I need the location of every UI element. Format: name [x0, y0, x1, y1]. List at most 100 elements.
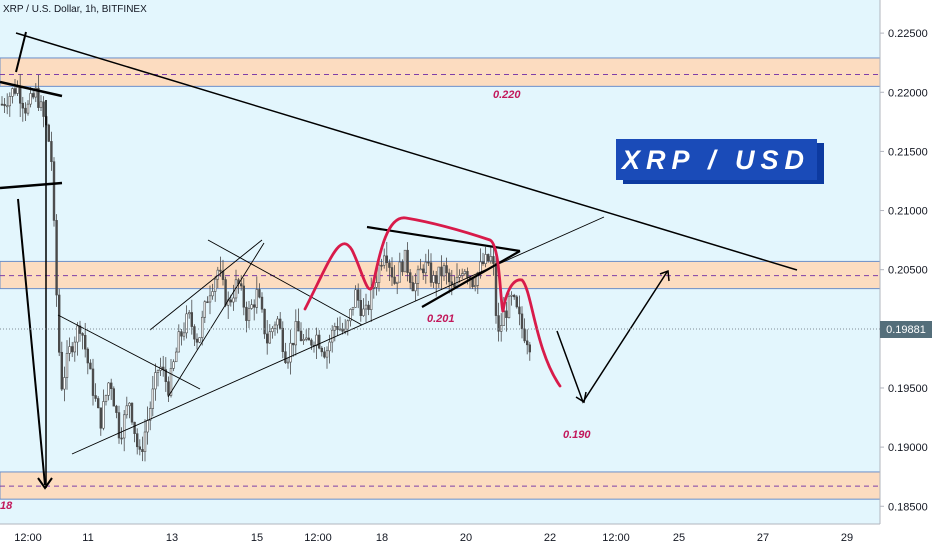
- mid-left-bar: [0, 181, 63, 190]
- candle: [68, 337, 71, 362]
- candle: [510, 291, 513, 306]
- candle: [437, 266, 440, 288]
- candle: [505, 301, 508, 332]
- candle: [421, 264, 425, 280]
- candle: [107, 382, 110, 401]
- candle: [463, 269, 466, 276]
- candles-layer: [0, 73, 532, 462]
- zone-band-2: [0, 471, 881, 500]
- candle: [112, 386, 116, 407]
- candle: [97, 396, 100, 409]
- candle: [55, 214, 58, 307]
- x-tick-label-9: 25: [673, 532, 685, 544]
- candle: [260, 292, 264, 313]
- y-tick-label-3: 0.21000: [888, 206, 928, 218]
- candle: [398, 252, 401, 283]
- candle: [214, 275, 217, 302]
- candle: [24, 102, 27, 121]
- pattern-curve: [303, 216, 562, 388]
- zone-label-190: 0.190: [563, 429, 591, 441]
- candle: [489, 247, 492, 264]
- candle: [377, 260, 381, 292]
- candle: [224, 276, 227, 308]
- candle: [302, 334, 305, 345]
- x-axis-ticks: 12:00 11 13 15 12:00 18 20 22 12:00 25 27 29: [14, 532, 853, 544]
- candle: [390, 257, 394, 287]
- candle: [120, 427, 123, 445]
- candle: [73, 336, 77, 362]
- candle: [414, 273, 417, 301]
- candle: [294, 309, 297, 356]
- candle: [325, 346, 329, 369]
- candle: [268, 324, 271, 344]
- projection-arrow-head: [659, 269, 670, 282]
- ascending-support-line: [71, 216, 605, 455]
- upper-left-arrow-stem: [15, 31, 27, 73]
- candle: [278, 312, 282, 330]
- candle: [336, 317, 339, 336]
- candle: [315, 327, 318, 360]
- candle: [175, 347, 178, 363]
- y-axis-panel: [880, 0, 932, 550]
- candle: [515, 294, 519, 309]
- candle: [333, 322, 336, 342]
- candle: [29, 87, 32, 108]
- candle: [232, 284, 235, 311]
- candle: [57, 288, 61, 357]
- candle: [447, 268, 451, 294]
- badge-text: XRP / USD: [620, 145, 810, 175]
- candle: [440, 255, 443, 290]
- candle: [310, 338, 313, 350]
- x-tick-label-2: 13: [166, 532, 178, 544]
- candle: [169, 358, 173, 398]
- triangle-bottom-line: [421, 250, 521, 308]
- candle: [299, 322, 303, 342]
- candle: [403, 249, 407, 273]
- candle: [50, 131, 53, 171]
- candle: [99, 407, 103, 436]
- candle: [424, 253, 427, 284]
- candle: [458, 269, 461, 283]
- x-tick-label-4: 12:00: [304, 532, 332, 544]
- x-tick-label-10: 27: [757, 532, 769, 544]
- candle: [401, 259, 404, 276]
- zone-band-1: [0, 260, 881, 290]
- flag-line-1: [57, 314, 201, 390]
- candle: [154, 363, 157, 401]
- candle: [320, 346, 323, 357]
- zone-band-0: [0, 57, 881, 87]
- y-tick-label-0: 0.22500: [888, 28, 928, 40]
- candle: [133, 421, 136, 443]
- candle: [492, 246, 495, 276]
- candle: [5, 93, 9, 115]
- candle: [102, 389, 105, 431]
- candle: [185, 305, 188, 339]
- candle: [86, 347, 90, 375]
- x-tick-label-5: 18: [376, 532, 388, 544]
- candle: [136, 428, 139, 455]
- candle: [11, 87, 14, 104]
- candle: [356, 283, 360, 309]
- candle: [89, 359, 92, 370]
- candle: [273, 321, 277, 336]
- candle: [115, 404, 118, 419]
- candle: [427, 249, 430, 267]
- candle: [110, 378, 113, 400]
- candle: [195, 333, 199, 350]
- x-tick-label-3: 15: [251, 532, 263, 544]
- candle: [253, 299, 256, 321]
- candle: [60, 341, 64, 391]
- zone-label-18: 18: [0, 500, 13, 512]
- candle: [507, 292, 511, 319]
- candle: [385, 241, 388, 272]
- candle: [271, 326, 274, 339]
- candle: [37, 74, 40, 112]
- x-tick-label-1: 11: [82, 532, 93, 544]
- candle: [180, 329, 183, 346]
- x-tick-label-8: 12:00: [602, 532, 630, 544]
- down-arrow-head: [575, 391, 587, 404]
- candle: [167, 376, 170, 402]
- candle: [47, 123, 51, 143]
